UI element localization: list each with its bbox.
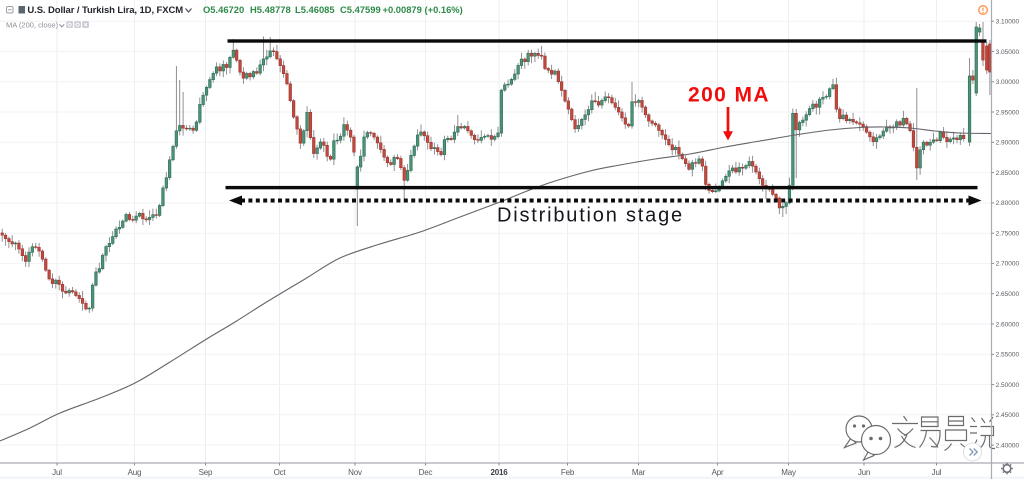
svg-text:Sep: Sep xyxy=(199,468,213,477)
svg-text:2.75000: 2.75000 xyxy=(996,231,1020,238)
svg-text:2.85000: 2.85000 xyxy=(996,170,1020,177)
svg-text:Dec: Dec xyxy=(419,468,433,477)
svg-text:3.00000: 3.00000 xyxy=(996,79,1020,86)
svg-text:3.05000: 3.05000 xyxy=(996,49,1020,56)
svg-text:Jul: Jul xyxy=(932,468,942,477)
svg-text:Feb: Feb xyxy=(561,468,575,477)
svg-text:2016: 2016 xyxy=(491,468,509,477)
svg-text:Apr: Apr xyxy=(712,468,724,477)
svg-text:2.95000: 2.95000 xyxy=(996,109,1020,116)
svg-text:2.65000: 2.65000 xyxy=(996,291,1020,298)
svg-text:MA (200, close): MA (200, close) xyxy=(6,20,59,29)
svg-text:Nov: Nov xyxy=(348,468,362,477)
svg-text:2.80000: 2.80000 xyxy=(996,200,1020,207)
svg-text:Jun: Jun xyxy=(858,468,870,477)
svg-text:May: May xyxy=(781,468,796,477)
svg-text:3.10000: 3.10000 xyxy=(996,19,1020,26)
svg-text:2.40000: 2.40000 xyxy=(996,442,1020,449)
svg-text:2.50000: 2.50000 xyxy=(996,382,1020,389)
svg-text:2.70000: 2.70000 xyxy=(996,261,1020,268)
svg-text:U.S. Dollar / Turkish Lira, 1D: U.S. Dollar / Turkish Lira, 1D, FXCM xyxy=(27,5,183,16)
svg-text:Aug: Aug xyxy=(128,468,142,477)
svg-text:Distribution stage: Distribution stage xyxy=(497,205,684,227)
svg-text:Oct: Oct xyxy=(274,468,287,477)
svg-text:Jul: Jul xyxy=(52,468,62,477)
svg-text:2.45000: 2.45000 xyxy=(996,412,1020,419)
svg-text:2.90000: 2.90000 xyxy=(996,140,1020,147)
svg-text:2.55000: 2.55000 xyxy=(996,352,1020,359)
svg-text:Mar: Mar xyxy=(632,468,646,477)
svg-text:2.60000: 2.60000 xyxy=(996,321,1020,328)
svg-text:200 MA: 200 MA xyxy=(688,84,770,107)
